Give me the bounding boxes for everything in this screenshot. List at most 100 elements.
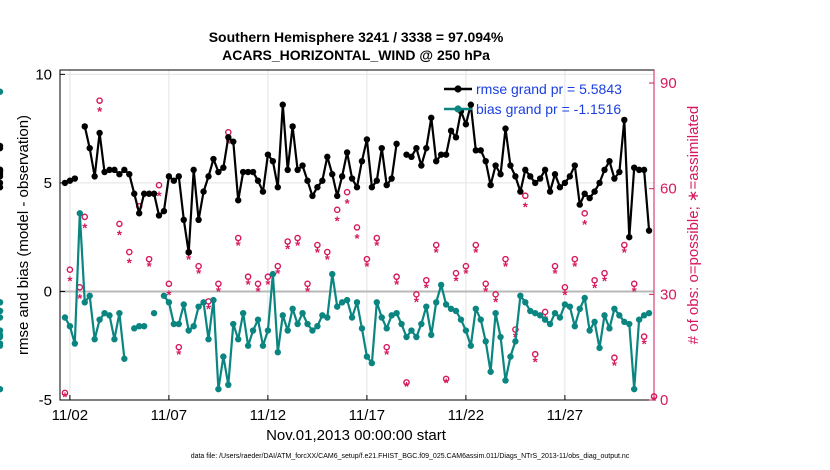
rmse-series-point [170, 177, 178, 184]
rmse-series-point [527, 173, 534, 180]
obs-possible-point [294, 234, 301, 242]
rmse-series-point [532, 179, 539, 187]
rmse-series-point [145, 190, 153, 197]
obs-possible-point [403, 379, 410, 386]
bias-series-point [413, 333, 420, 341]
legend-bias-marker [454, 105, 462, 113]
bias-series-point [76, 210, 84, 217]
rmse-series-point [0, 142, 4, 150]
obs-possible-point [116, 220, 123, 228]
obs-assimilated-point: * [354, 231, 360, 246]
rmse-series-point [581, 190, 588, 197]
rmse-series-point [497, 171, 504, 178]
bias-series-point [536, 312, 544, 319]
obs-possible-point [422, 276, 430, 284]
obs-possible-point [640, 333, 648, 340]
obs-assimilated-point: * [186, 252, 192, 267]
rmse-series-point [279, 101, 286, 108]
rmse-series-point [502, 125, 509, 132]
obs-possible-point [630, 280, 638, 288]
bias-series-point [170, 320, 178, 328]
bias-series-point [190, 322, 197, 330]
rmse-series-point [373, 177, 380, 184]
bias-series-point [71, 340, 79, 347]
x-tick-label: 11/07 [151, 407, 187, 424]
obs-possible-point [264, 273, 272, 281]
obs-assimilated-point: * [642, 337, 648, 352]
y2-axis-label: # of obs: o=possible; ∗=assimilated [685, 106, 702, 345]
bias-series-point [606, 325, 613, 332]
bias-series-point [462, 327, 470, 334]
y-tick-label: 0 [44, 283, 52, 300]
rmse-series-point [348, 175, 356, 182]
obs-possible-point [541, 308, 549, 316]
bias-series-point [358, 325, 366, 332]
rmse-series-point [180, 216, 187, 224]
obs-possible-point [462, 262, 470, 270]
rmse-series-point [576, 201, 583, 208]
bias-series-point [383, 325, 390, 332]
bias-series-point [447, 305, 455, 313]
rmse-series-point [101, 168, 108, 176]
rmse-series-point [586, 194, 593, 202]
rmse-series-point [571, 162, 578, 169]
rmse-series-point [536, 175, 544, 182]
x-tick-label: 11/27 [547, 407, 583, 424]
bias-series-point [645, 309, 653, 317]
obs-assimilated-point: * [127, 256, 133, 271]
bias-series-point [616, 312, 623, 319]
rmse-series-point [111, 166, 118, 174]
rmse-series-point [522, 166, 529, 174]
rmse-series-point [165, 173, 173, 180]
bias-series-point [91, 336, 98, 343]
bias-series-point [235, 336, 242, 343]
obs-possible-point [215, 280, 222, 288]
bias-series-point [0, 307, 4, 315]
obs-possible-point [373, 234, 381, 242]
bias-series-point [527, 307, 534, 315]
obs-possible-point [284, 238, 292, 245]
plot-area: * * * * * * * * * * * * * * * * * * * * * * * * * * * * * * * * * * * * * * * *… [0, 69, 657, 408]
obs-possible-point [126, 248, 133, 256]
rmse-series-point [116, 171, 123, 178]
obs-possible-point [145, 255, 153, 263]
bias-series-point [215, 385, 222, 393]
obs-possible-point [195, 262, 202, 270]
obs-assimilated-point: * [592, 280, 598, 295]
bias-series-point [299, 309, 306, 317]
obs-assimilated-point: * [335, 213, 341, 228]
obs-possible-point [61, 389, 69, 397]
bias-series-point [66, 322, 74, 330]
legend-bias-label: bias grand pr = -1.1516 [476, 101, 621, 117]
rmse-series-point [631, 164, 638, 171]
obs-possible-point [581, 210, 589, 217]
bias-series-point [576, 305, 583, 313]
rmse-series-point [220, 164, 227, 171]
bias-series-point [106, 312, 113, 319]
bias-series-point [348, 314, 356, 321]
rmse-series-point [210, 155, 217, 163]
bias-series-point [556, 314, 564, 321]
rmse-series-point [249, 168, 257, 176]
rmse-series-point [601, 166, 608, 174]
bias-series-point [274, 349, 281, 356]
x-tick-label: 11/02 [52, 407, 88, 424]
obs-assimilated-point: * [404, 379, 410, 394]
bias-series-point [566, 303, 574, 310]
obs-assimilated-point: * [523, 199, 529, 214]
obs-assimilated-point: * [364, 259, 370, 274]
rmse-series-point [492, 162, 499, 169]
obs-possible-point [621, 241, 628, 249]
rmse-series-point [507, 162, 514, 169]
bias-series-point [175, 320, 182, 328]
obs-assimilated-point: * [77, 291, 83, 306]
bias-series-point [502, 377, 509, 384]
bias-series-point [541, 316, 549, 323]
bias-series-point [131, 325, 138, 332]
bias-series-point [517, 292, 524, 299]
bias-series-point [591, 318, 598, 326]
bias-series-point [185, 327, 192, 334]
obs-assimilated-point: * [622, 245, 628, 260]
bias-series-point [487, 368, 494, 375]
rmse-series-point [269, 157, 277, 165]
